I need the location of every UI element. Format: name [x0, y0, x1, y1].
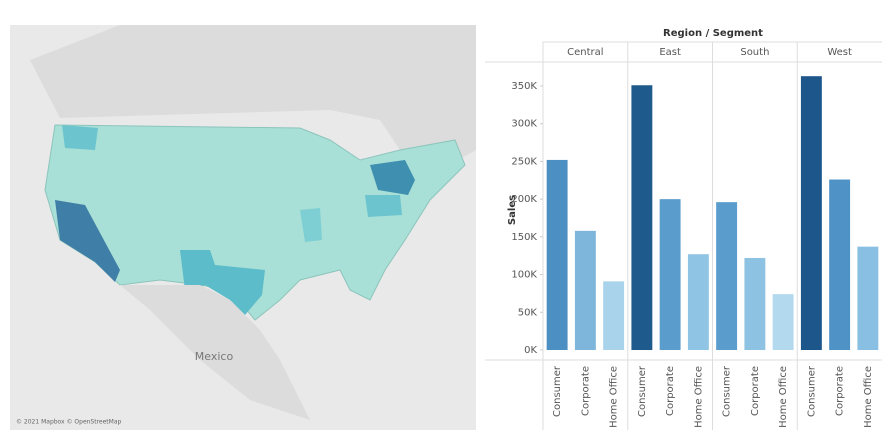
illinois: [300, 208, 322, 242]
bar: [857, 246, 879, 350]
bar: [659, 199, 681, 350]
x-tick-label: Consumer: [722, 365, 733, 417]
bar: [716, 202, 738, 350]
region-label: South: [740, 47, 769, 58]
chart-title: Region / Segment: [663, 28, 763, 39]
attribution: © 2021 Mapbox © OpenStreetMap: [16, 419, 122, 426]
x-tick-label: Home Office: [863, 366, 874, 428]
bar: [800, 76, 822, 351]
california: [55, 200, 120, 282]
region-label: East: [659, 47, 681, 58]
y-tick-label: 150K: [511, 232, 537, 243]
y-tick-label: 300K: [511, 119, 537, 130]
y-tick-label: 0K: [524, 345, 537, 356]
y-axis-label: Sales: [507, 195, 518, 225]
x-tick-label: Consumer: [552, 365, 563, 417]
bar: [574, 230, 596, 350]
y-tick-label: 350K: [511, 81, 537, 92]
new-york: [370, 160, 415, 195]
x-tick-label: Home Office: [609, 366, 620, 428]
region-label: Central: [567, 47, 603, 58]
bar: [687, 254, 709, 350]
x-tick-label: Home Office: [778, 366, 789, 428]
x-tick-label: Corporate: [835, 366, 846, 416]
bar-chart: Region / Segment Sales: [507, 28, 763, 225]
mexico-land: [120, 285, 310, 420]
country-label: Mexico: [195, 350, 234, 363]
washington: [62, 125, 98, 150]
x-tick-label: Corporate: [750, 366, 761, 416]
x-tick-label: Home Office: [693, 366, 704, 428]
pennsylvania: [365, 195, 402, 217]
bar: [546, 159, 568, 350]
y-tick-label: 100K: [511, 270, 537, 281]
region-label: West: [827, 47, 852, 58]
x-tick-label: Consumer: [637, 365, 648, 417]
x-tick-label: Corporate: [665, 366, 676, 416]
y-tick-label: 250K: [511, 156, 537, 167]
map: Mexico © 2021 Mapbox © OpenStreetMap: [10, 25, 476, 430]
bar: [631, 85, 653, 350]
y-tick-label: 50K: [518, 307, 538, 318]
usa: [44, 124, 466, 321]
bar: [829, 179, 851, 350]
texas: [180, 250, 265, 315]
canada: [30, 25, 476, 170]
y-tick-label: 200K: [511, 194, 537, 205]
x-tick-label: Consumer: [806, 365, 817, 417]
x-tick-label: Corporate: [580, 366, 591, 416]
bar: [772, 294, 794, 350]
bar: [744, 257, 766, 350]
bar: [603, 281, 625, 350]
